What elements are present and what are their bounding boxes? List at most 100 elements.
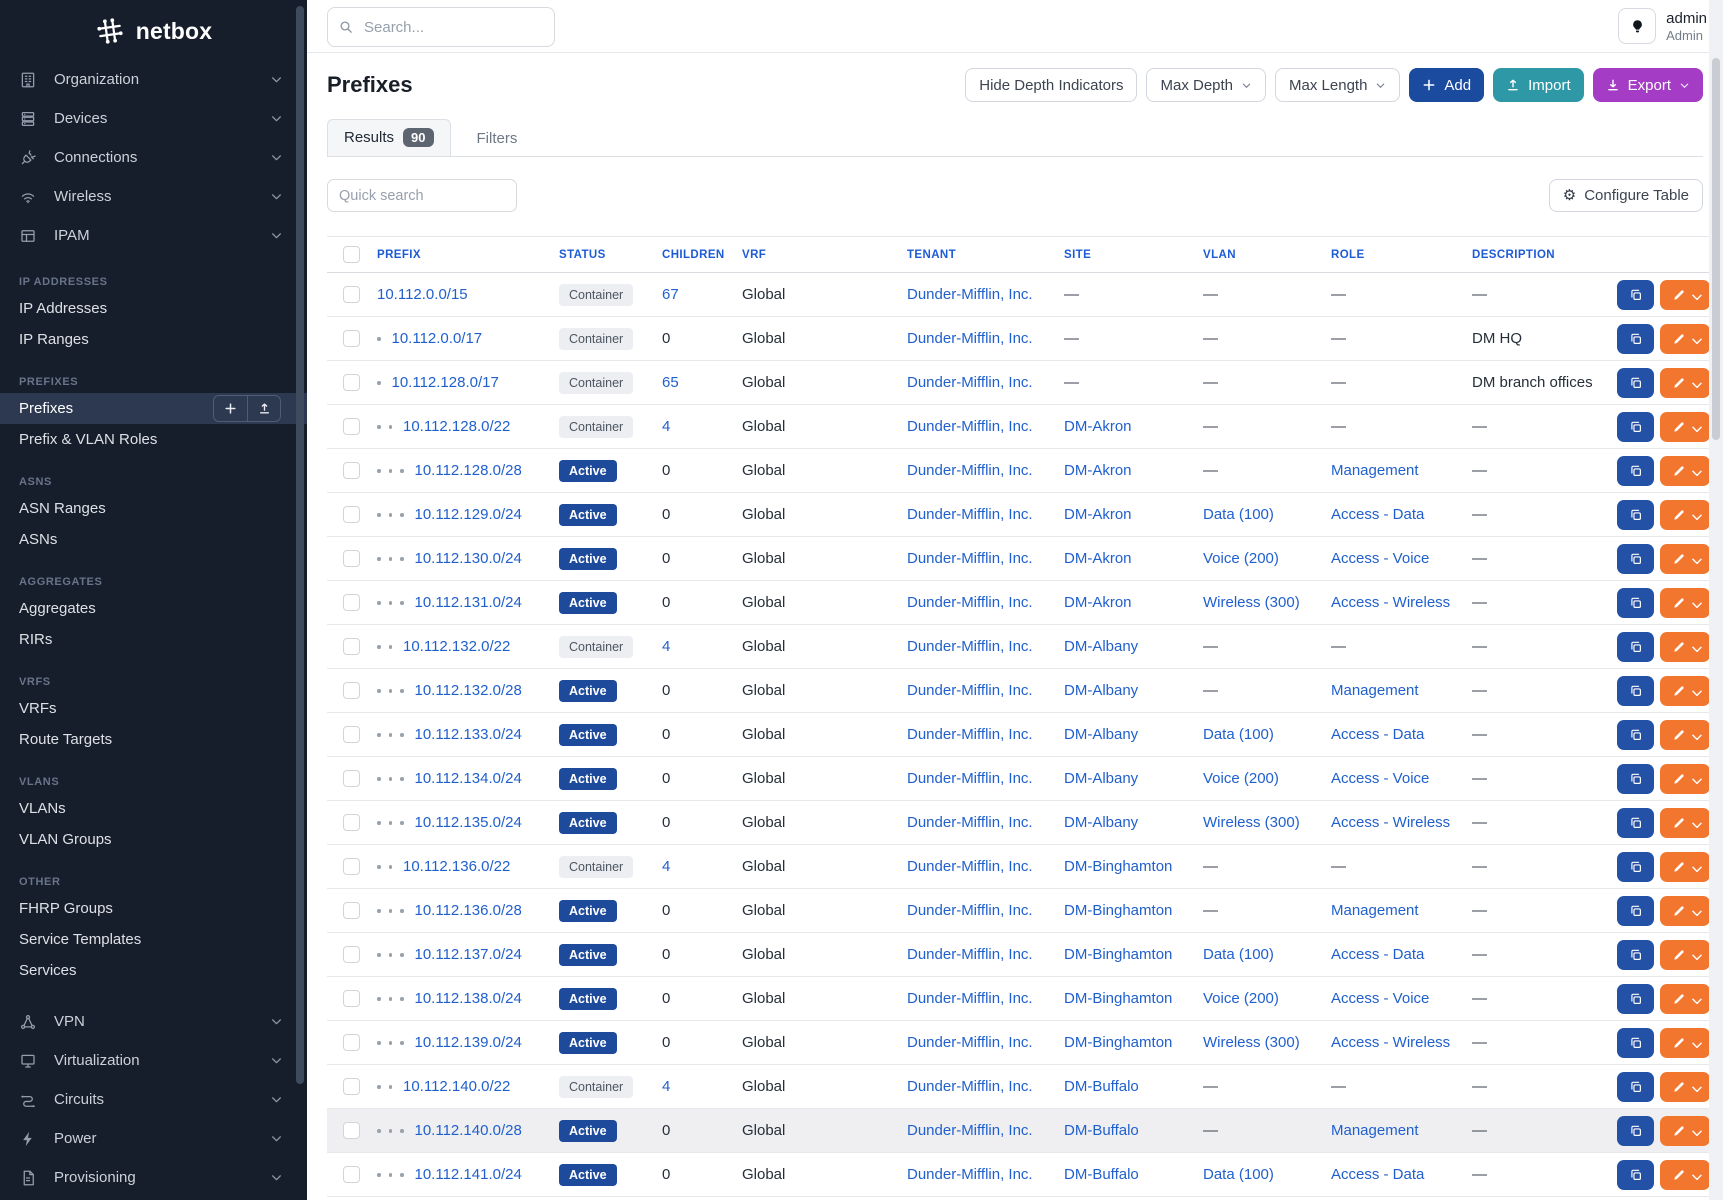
sidebar-menu-provisioning[interactable]: Provisioning bbox=[0, 1158, 307, 1197]
site-link[interactable]: DM-Albany bbox=[1064, 638, 1139, 655]
edit-dropdown-button[interactable] bbox=[1660, 807, 1710, 838]
edit-dropdown-button[interactable] bbox=[1660, 587, 1710, 618]
copy-attributes-button[interactable] bbox=[1617, 631, 1654, 662]
children-count-link[interactable]: 4 bbox=[662, 858, 671, 875]
prefix-link[interactable]: 10.112.129.0/24 bbox=[414, 506, 522, 523]
edit-dropdown-button[interactable] bbox=[1660, 499, 1710, 530]
copy-attributes-button[interactable] bbox=[1617, 1115, 1654, 1146]
copy-attributes-button[interactable] bbox=[1617, 587, 1654, 618]
sidebar-item-fhrp-groups[interactable]: FHRP Groups bbox=[0, 893, 307, 924]
netbox-logo[interactable]: netbox bbox=[0, 0, 307, 60]
site-link[interactable]: DM-Binghamton bbox=[1064, 990, 1173, 1007]
vlan-link[interactable]: Voice (200) bbox=[1203, 550, 1279, 567]
page-scrollbar-thumb[interactable] bbox=[1712, 58, 1720, 440]
site-link[interactable]: DM-Albany bbox=[1064, 770, 1139, 787]
vlan-link[interactable]: Data (100) bbox=[1203, 506, 1274, 523]
site-link[interactable]: DM-Binghamton bbox=[1064, 902, 1173, 919]
edit-dropdown-button[interactable] bbox=[1660, 631, 1710, 662]
tenant-link[interactable]: Dunder-Mifflin, Inc. bbox=[907, 506, 1033, 523]
quick-search-input[interactable] bbox=[327, 179, 517, 212]
tenant-link[interactable]: Dunder-Mifflin, Inc. bbox=[907, 638, 1033, 655]
site-link[interactable]: DM-Akron bbox=[1064, 506, 1132, 523]
site-link[interactable]: DM-Albany bbox=[1064, 726, 1139, 743]
add-button[interactable]: Add bbox=[1409, 68, 1485, 102]
prefix-link[interactable]: 10.112.136.0/28 bbox=[414, 902, 522, 919]
prefix-link[interactable]: 10.112.135.0/24 bbox=[414, 814, 522, 831]
tenant-link[interactable]: Dunder-Mifflin, Inc. bbox=[907, 814, 1033, 831]
row-checkbox[interactable] bbox=[343, 330, 360, 348]
edit-dropdown-button[interactable] bbox=[1660, 983, 1710, 1014]
prefix-link[interactable]: 10.112.140.0/22 bbox=[403, 1078, 511, 1095]
vlan-link[interactable]: Wireless (300) bbox=[1203, 594, 1300, 611]
tenant-link[interactable]: Dunder-Mifflin, Inc. bbox=[907, 726, 1033, 743]
vlan-link[interactable]: Voice (200) bbox=[1203, 990, 1279, 1007]
tenant-link[interactable]: Dunder-Mifflin, Inc. bbox=[907, 550, 1033, 567]
search-input[interactable] bbox=[327, 7, 555, 47]
children-count-link[interactable]: 65 bbox=[662, 374, 679, 391]
tenant-link[interactable]: Dunder-Mifflin, Inc. bbox=[907, 990, 1033, 1007]
hide-depth-indicators-button[interactable]: Hide Depth Indicators bbox=[965, 68, 1138, 102]
role-link[interactable]: Access - Data bbox=[1331, 1166, 1425, 1183]
sidebar-item-vlan-groups[interactable]: VLAN Groups bbox=[0, 824, 307, 855]
vlan-link[interactable]: Wireless (300) bbox=[1203, 814, 1300, 831]
tenant-link[interactable]: Dunder-Mifflin, Inc. bbox=[907, 330, 1033, 347]
sidebar-item-rirs[interactable]: RIRs bbox=[0, 624, 307, 655]
prefix-link[interactable]: 10.112.139.0/24 bbox=[414, 1034, 522, 1051]
row-checkbox[interactable] bbox=[343, 462, 360, 480]
tab-results[interactable]: Results 90 bbox=[327, 119, 451, 156]
copy-attributes-button[interactable] bbox=[1617, 1159, 1654, 1190]
copy-attributes-button[interactable] bbox=[1617, 543, 1654, 574]
tenant-link[interactable]: Dunder-Mifflin, Inc. bbox=[907, 462, 1033, 479]
column-header-description[interactable]: DESCRIPTION bbox=[1462, 236, 1607, 273]
role-link[interactable]: Access - Voice bbox=[1331, 990, 1430, 1007]
edit-dropdown-button[interactable] bbox=[1660, 675, 1710, 706]
row-checkbox[interactable] bbox=[343, 418, 360, 436]
sidebar-item-asns[interactable]: ASNs bbox=[0, 524, 307, 555]
tenant-link[interactable]: Dunder-Mifflin, Inc. bbox=[907, 770, 1033, 787]
max-depth-dropdown[interactable]: Max Depth bbox=[1146, 68, 1267, 102]
prefix-link[interactable]: 10.112.136.0/22 bbox=[403, 858, 511, 875]
copy-attributes-button[interactable] bbox=[1617, 1027, 1654, 1058]
copy-attributes-button[interactable] bbox=[1617, 719, 1654, 750]
role-link[interactable]: Access - Voice bbox=[1331, 550, 1430, 567]
theme-toggle-button[interactable] bbox=[1618, 8, 1657, 44]
copy-attributes-button[interactable] bbox=[1617, 323, 1654, 354]
copy-attributes-button[interactable] bbox=[1617, 807, 1654, 838]
prefix-link[interactable]: 10.112.138.0/24 bbox=[414, 990, 522, 1007]
role-link[interactable]: Access - Data bbox=[1331, 506, 1425, 523]
edit-dropdown-button[interactable] bbox=[1660, 939, 1710, 970]
row-checkbox[interactable] bbox=[343, 770, 360, 788]
prefix-link[interactable]: 10.112.140.0/28 bbox=[414, 1122, 522, 1139]
prefix-link[interactable]: 10.112.128.0/22 bbox=[403, 418, 511, 435]
role-link[interactable]: Management bbox=[1331, 462, 1419, 479]
prefix-link[interactable]: 10.112.128.0/28 bbox=[414, 462, 522, 479]
edit-dropdown-button[interactable] bbox=[1660, 1027, 1710, 1058]
copy-attributes-button[interactable] bbox=[1617, 279, 1654, 310]
tenant-link[interactable]: Dunder-Mifflin, Inc. bbox=[907, 946, 1033, 963]
sidebar-menu-wireless[interactable]: Wireless bbox=[0, 177, 307, 216]
row-checkbox[interactable] bbox=[343, 1078, 360, 1096]
row-checkbox[interactable] bbox=[343, 990, 360, 1008]
column-header-prefix[interactable]: PREFIX bbox=[367, 236, 549, 273]
sidebar-item-ip-ranges[interactable]: IP Ranges bbox=[0, 324, 307, 355]
site-link[interactable]: DM-Buffalo bbox=[1064, 1078, 1139, 1095]
copy-attributes-button[interactable] bbox=[1617, 367, 1654, 398]
copy-attributes-button[interactable] bbox=[1617, 499, 1654, 530]
row-checkbox[interactable] bbox=[343, 550, 360, 568]
page-scrollbar[interactable] bbox=[1709, 0, 1723, 1200]
sidebar-menu-devices[interactable]: Devices bbox=[0, 99, 307, 138]
tenant-link[interactable]: Dunder-Mifflin, Inc. bbox=[907, 1078, 1033, 1095]
role-link[interactable]: Management bbox=[1331, 682, 1419, 699]
edit-dropdown-button[interactable] bbox=[1660, 763, 1710, 794]
children-count-link[interactable]: 4 bbox=[662, 1078, 671, 1095]
copy-attributes-button[interactable] bbox=[1617, 411, 1654, 442]
site-link[interactable]: DM-Buffalo bbox=[1064, 1166, 1139, 1183]
sidebar-menu-virtualization[interactable]: Virtualization bbox=[0, 1041, 307, 1080]
add-prefix-button[interactable] bbox=[214, 396, 247, 421]
site-link[interactable]: DM-Akron bbox=[1064, 462, 1132, 479]
vlan-link[interactable]: Data (100) bbox=[1203, 1166, 1274, 1183]
copy-attributes-button[interactable] bbox=[1617, 983, 1654, 1014]
row-checkbox[interactable] bbox=[343, 506, 360, 524]
sidebar-item-route-targets[interactable]: Route Targets bbox=[0, 724, 307, 755]
sidebar-menu-connections[interactable]: Connections bbox=[0, 138, 307, 177]
